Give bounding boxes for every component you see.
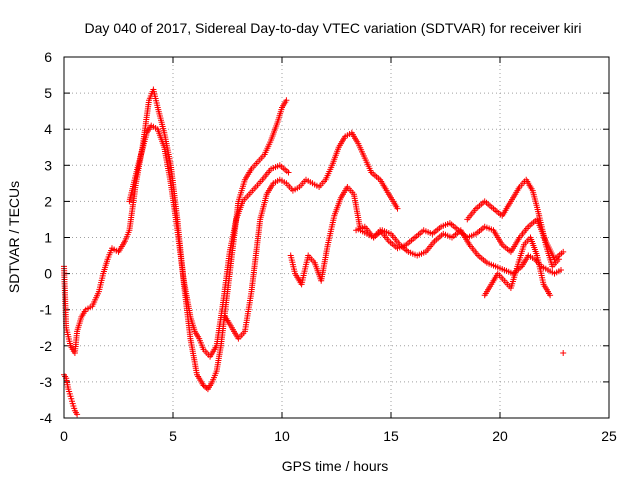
y-tick-label: 5 — [44, 85, 52, 101]
data-point — [560, 350, 567, 356]
data-points — [61, 86, 567, 418]
x-tick-labels: 0 5 10 15 20 25 — [60, 428, 617, 444]
x-axis-label: GPS time / hours — [282, 458, 389, 474]
data-point — [547, 292, 554, 299]
data-point — [555, 256, 562, 263]
y-tick-label: 3 — [44, 157, 52, 173]
y-tick-label: 2 — [44, 193, 52, 209]
y-tick-labels: -4 -3 -2 -1 0 1 2 3 4 5 6 — [40, 49, 53, 426]
plot-frame — [63, 56, 610, 419]
y-tick-label: -4 — [40, 410, 53, 426]
x-tick-label: 20 — [492, 428, 508, 444]
x-tick-label: 25 — [601, 428, 617, 444]
y-tick-label: 1 — [44, 230, 52, 246]
data-point — [558, 267, 564, 273]
data-point — [394, 205, 401, 212]
data-point — [560, 248, 567, 255]
y-tick-label: -3 — [40, 374, 53, 390]
y-axis-label: SDTVAR / TECUs — [6, 181, 22, 293]
y-tick-label: -1 — [40, 302, 53, 318]
x-tick-label: 5 — [169, 428, 177, 444]
y-tick-label: 4 — [44, 121, 52, 137]
x-tick-label: 0 — [60, 428, 68, 444]
y-tick-label: 6 — [44, 49, 52, 65]
data-point — [74, 411, 81, 418]
y-tick-label: 0 — [44, 266, 52, 282]
x-tick-label: 15 — [383, 428, 399, 444]
chart-title: Day 040 of 2017, Sidereal Day-to-day VTE… — [85, 20, 582, 36]
data-point — [283, 97, 290, 104]
y-tick-label: -2 — [40, 338, 53, 354]
data-point — [285, 169, 292, 176]
x-tick-label: 10 — [274, 428, 290, 444]
